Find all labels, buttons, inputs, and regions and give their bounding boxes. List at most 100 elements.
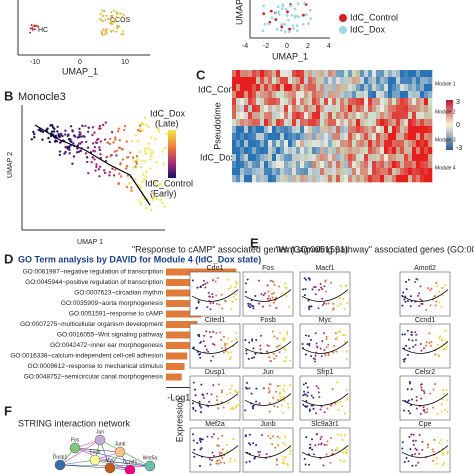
heatmap-cell <box>372 98 377 106</box>
heatmap-cell <box>360 168 365 176</box>
cell-dot <box>121 148 124 151</box>
heatmap-cell <box>248 119 253 127</box>
cell-dot <box>276 406 279 409</box>
cell-dot <box>308 344 311 347</box>
cell-dot <box>56 125 59 128</box>
cell-dot <box>428 341 431 344</box>
cell-dot <box>316 433 319 436</box>
cell-dot <box>113 20 116 23</box>
heatmap-cell <box>288 119 293 127</box>
category-label: GO:0035909~aorta morphogenesis <box>61 300 164 307</box>
cell-dot <box>341 438 344 441</box>
cell-dot <box>47 136 50 140</box>
heatmap-cell <box>388 119 393 127</box>
cell-dot <box>154 181 157 184</box>
cell-dot <box>259 450 262 453</box>
cell-dot <box>130 186 133 189</box>
heatmap-cell <box>400 77 405 85</box>
heatmap-cell <box>288 133 293 141</box>
heatmap-cell <box>336 154 341 162</box>
cell-dot <box>35 24 38 27</box>
cell-dot <box>30 24 33 27</box>
cell-dot <box>421 448 424 451</box>
tick-label: 2 <box>306 43 310 50</box>
heatmap-cell <box>352 70 357 78</box>
heatmap-cell <box>264 126 269 134</box>
cell-dot <box>415 399 418 402</box>
cell-dot <box>403 409 406 412</box>
cell-dot <box>315 385 318 388</box>
cell-dot <box>95 165 98 169</box>
cell-dot <box>334 449 337 452</box>
cell-dot <box>200 406 203 409</box>
cell-dot <box>266 297 269 300</box>
cell-dot <box>159 198 162 202</box>
cell-dot <box>277 13 281 16</box>
heatmap-cell <box>424 119 429 127</box>
cell-dot <box>216 277 219 280</box>
cell-dot <box>278 437 281 440</box>
heatmap-cell <box>392 154 397 162</box>
cell-dot <box>204 345 207 348</box>
cell-dot <box>220 346 223 349</box>
heatmap-cell <box>232 140 237 148</box>
heatmap-cell <box>264 133 269 141</box>
cell-dot <box>408 382 411 385</box>
heatmap-cell <box>420 168 425 176</box>
cell-dot <box>346 302 349 305</box>
heatmap-cell <box>264 168 269 176</box>
heatmap-cell <box>240 126 245 134</box>
cell-dot <box>283 384 286 387</box>
cell-dot <box>424 411 427 414</box>
cell-dot <box>220 452 223 455</box>
heatmap-cell <box>268 112 273 120</box>
heatmap-cell <box>336 168 341 176</box>
heatmap-cell <box>252 147 257 155</box>
heatmap-cell <box>348 168 353 176</box>
heatmap-cell <box>268 147 273 155</box>
cell-dot <box>276 435 279 438</box>
cell-dot <box>304 382 307 385</box>
cell-dot <box>414 331 417 334</box>
cell-dot <box>308 463 311 466</box>
cell-dot <box>336 433 339 436</box>
cell-dot <box>284 443 287 446</box>
heatmap-cell <box>420 105 425 113</box>
cell-dot <box>99 17 102 20</box>
network-edge <box>59 464 111 469</box>
cell-dot <box>268 391 271 394</box>
heatmap-cell <box>320 84 325 92</box>
gene-name: Cpe <box>419 421 432 428</box>
cell-dot <box>285 13 289 17</box>
heatmap-cell <box>348 91 353 99</box>
heatmap-cell <box>304 168 309 176</box>
heatmap-cell <box>328 154 333 162</box>
heatmap-cell <box>244 105 249 113</box>
cell-dot <box>438 301 441 304</box>
cell-dot <box>268 389 271 392</box>
cell-dot <box>220 338 223 341</box>
cell-dot <box>442 347 445 350</box>
cell-dot <box>422 408 425 411</box>
heatmap-cell <box>348 119 353 127</box>
heatmap-cell <box>348 98 353 106</box>
cell-dot <box>229 388 232 391</box>
cell-dot <box>104 121 108 124</box>
panel-letter: D <box>4 251 13 266</box>
heatmap-cell <box>364 84 369 92</box>
network-node <box>144 460 156 472</box>
cell-dot <box>406 353 409 356</box>
heatmap-cell <box>396 175 401 183</box>
cell-dot <box>312 357 315 360</box>
heatmap-cell <box>368 105 373 113</box>
cell-dot <box>325 453 328 456</box>
cell-dot <box>108 142 112 146</box>
cell-dot <box>134 160 138 163</box>
heatmap-cell <box>236 119 241 127</box>
cell-dot <box>101 9 104 12</box>
heatmap-cell <box>356 112 361 120</box>
heatmap-cell <box>388 161 393 169</box>
cell-dot <box>421 440 424 443</box>
cell-dot <box>122 33 125 36</box>
heatmap-cell <box>416 168 421 176</box>
